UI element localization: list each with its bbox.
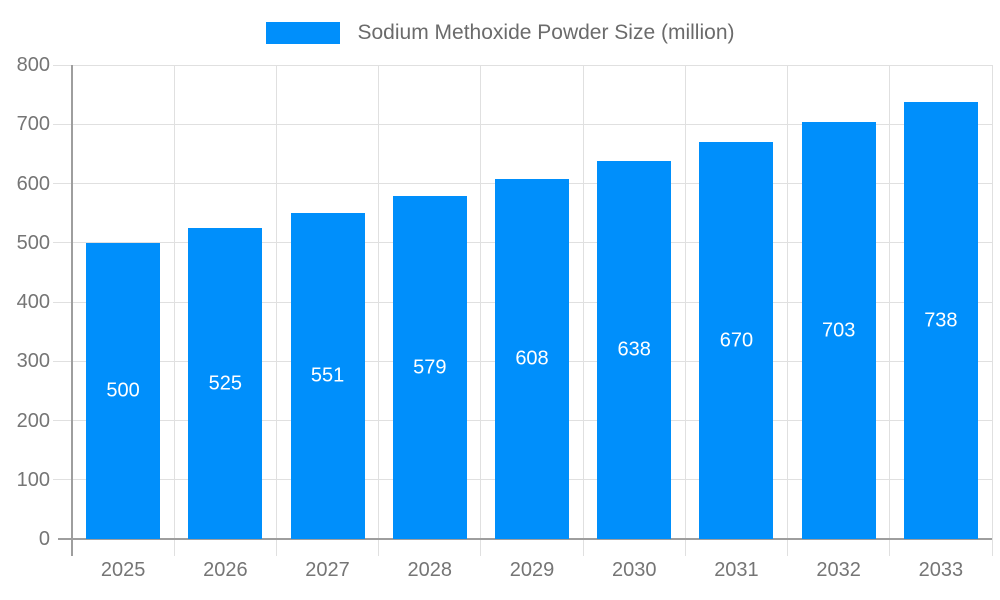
x-axis-baseline <box>58 538 992 540</box>
y-axis-tick-label: 100 <box>16 468 50 491</box>
legend-swatch <box>265 22 340 44</box>
bar[interactable]: 608 <box>495 179 569 539</box>
y-axis-tick-label: 700 <box>16 113 50 136</box>
bar-value-label: 579 <box>413 356 447 378</box>
x-axis-tick-label: 2029 <box>509 559 555 581</box>
bar[interactable]: 638 <box>597 161 672 539</box>
x-gridline <box>173 65 175 556</box>
y-axis-tick-label: 400 <box>16 291 50 313</box>
y-axis-line <box>71 65 73 556</box>
y-axis-tick-label: 200 <box>16 409 50 432</box>
x-axis-tick-label: 2030 <box>611 559 657 581</box>
x-gridline <box>991 65 993 556</box>
y-gridline <box>53 64 992 66</box>
bar-value-label: 638 <box>617 338 651 361</box>
x-gridline <box>582 65 584 556</box>
legend-label: Sodium Methoxide Powder Size (million) <box>357 21 735 44</box>
x-gridline <box>684 65 686 556</box>
y-axis-tick-label: 0 <box>38 528 50 550</box>
bar[interactable]: 738 <box>903 102 978 539</box>
x-gridline <box>787 65 789 556</box>
bar[interactable]: 703 <box>801 122 876 539</box>
y-gridline <box>53 123 992 125</box>
chart-legend[interactable]: Sodium Methoxide Powder Size (million) <box>0 20 1000 46</box>
bar-value-label: 608 <box>515 347 549 370</box>
x-gridline <box>378 65 380 556</box>
x-gridline <box>275 65 277 556</box>
x-axis-tick-label: 2027 <box>305 559 350 581</box>
bar-value-label: 670 <box>719 329 754 351</box>
bar[interactable]: 525 <box>188 228 263 539</box>
y-axis-tick-label: 500 <box>16 231 50 254</box>
bar-value-label: 551 <box>310 364 345 387</box>
bar-value-label: 500 <box>106 379 140 402</box>
bar[interactable]: 579 <box>392 196 467 539</box>
x-axis-tick-label: 2033 <box>918 559 964 581</box>
x-axis-tick-label: 2025 <box>100 559 146 581</box>
bar-value-label: 703 <box>821 319 856 341</box>
x-axis-tick-label: 2028 <box>407 559 453 581</box>
x-gridline <box>480 65 482 556</box>
bar[interactable]: 670 <box>699 142 774 539</box>
y-axis-tick-label: 800 <box>16 54 50 76</box>
bar[interactable]: 551 <box>290 213 365 539</box>
y-axis-tick-label: 600 <box>16 172 50 195</box>
x-axis-tick-label: 2031 <box>714 559 759 581</box>
plot-area: 0 100 200 300 400 500 600 700 800 500 525 551 579 608… <box>17 54 993 581</box>
bar-value-label: 738 <box>924 309 958 331</box>
bar[interactable]: 500 <box>86 243 161 539</box>
x-axis-tick-label: 2032 <box>816 559 861 581</box>
bar-value-label: 525 <box>208 372 243 394</box>
x-gridline <box>889 65 891 556</box>
y-axis-tick-label: 300 <box>16 350 50 373</box>
x-axis-tick-label: 2026 <box>203 559 248 581</box>
